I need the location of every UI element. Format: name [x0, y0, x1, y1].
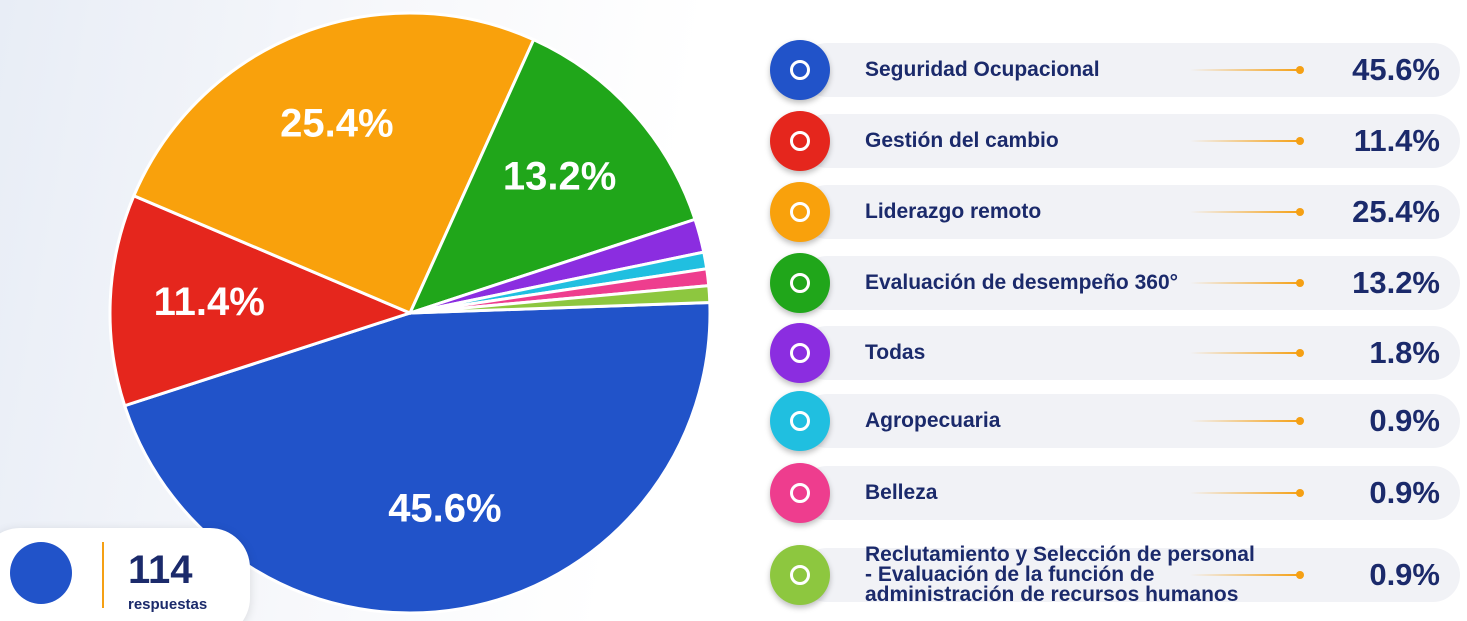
slice-label: 25.4%	[280, 101, 393, 145]
leader-line	[1190, 492, 1300, 494]
legend-label: Reclutamiento y Selección de personal - …	[865, 543, 1255, 606]
legend-icon	[770, 111, 830, 171]
leader-line	[1190, 69, 1300, 71]
legend-pill	[800, 43, 1460, 97]
leader-line	[1190, 352, 1300, 354]
legend-item: Todas 1.8%	[770, 322, 1460, 384]
total-label: respuestas	[128, 596, 208, 613]
legend-item: Reclutamiento y Selección de personal - …	[770, 544, 1460, 606]
leader-line	[1190, 282, 1300, 284]
legend-value: 13.2%	[1352, 265, 1440, 300]
legend-label: Agropecuaria	[865, 409, 1001, 432]
legend-icon	[770, 40, 830, 100]
legend-label: Liderazgo remoto	[865, 200, 1042, 223]
legend-value: 0.9%	[1369, 557, 1440, 592]
legend-pill	[800, 326, 1460, 380]
legend-label: Evaluación de desempeño 360°	[865, 271, 1179, 294]
legend-item: Gestión del cambio 11.4%	[770, 110, 1460, 172]
legend-item: Liderazgo remoto 25.4%	[770, 181, 1460, 243]
legend-item: Evaluación de desempeño 360° 13.2%	[770, 252, 1460, 314]
total-count: 114	[128, 548, 193, 592]
legend-label: Todas	[865, 341, 926, 364]
leader-line	[1190, 574, 1300, 576]
legend-item: Belleza 0.9%	[770, 462, 1460, 524]
pie-slice	[122, 300, 712, 615]
legend-pill	[800, 256, 1460, 310]
leader-line	[1190, 140, 1300, 142]
responses-badge: 114 respuestas	[0, 528, 250, 621]
legend-pill	[800, 114, 1460, 168]
leader-dot	[1296, 489, 1304, 497]
leader-dot	[1296, 137, 1304, 145]
legend-icon	[770, 545, 830, 605]
legend-icon	[770, 391, 830, 451]
legend-icon	[770, 253, 830, 313]
legend-value: 0.9%	[1369, 475, 1440, 510]
leader-dot	[1296, 417, 1304, 425]
legend-value: 45.6%	[1352, 52, 1440, 87]
legend-value: 11.4%	[1353, 123, 1440, 158]
legend-item: Seguridad Ocupacional 45.6%	[770, 39, 1460, 101]
users-icon	[10, 542, 72, 604]
legend-pill	[800, 185, 1460, 239]
leader-dot	[1296, 66, 1304, 74]
legend-value: 1.8%	[1369, 335, 1440, 370]
legend-label: Seguridad Ocupacional	[865, 58, 1100, 81]
legend-icon	[770, 182, 830, 242]
legend-value: 0.9%	[1369, 403, 1440, 438]
leader-dot	[1296, 349, 1304, 357]
legend-pill	[800, 394, 1460, 448]
pie-slice	[131, 11, 536, 315]
legend-pill	[800, 548, 1460, 602]
pie-slice	[108, 193, 415, 408]
pie-slice	[407, 37, 697, 316]
leader-dot	[1296, 571, 1304, 579]
legend-label: Belleza	[865, 481, 938, 504]
legend-item: Agropecuaria 0.9%	[770, 390, 1460, 452]
pie-slice	[409, 283, 712, 315]
slice-label: 11.4%	[154, 280, 265, 324]
legend-value: 25.4%	[1352, 194, 1440, 229]
legend-icon	[770, 463, 830, 523]
legend-pill	[800, 466, 1460, 520]
separator	[102, 542, 104, 608]
leader-dot	[1296, 279, 1304, 287]
slice-label: 45.6%	[388, 487, 501, 531]
legend-icon	[770, 323, 830, 383]
leader-line	[1190, 211, 1300, 213]
leader-dot	[1296, 208, 1304, 216]
legend-label: Gestión del cambio	[865, 129, 1059, 152]
leader-line	[1190, 420, 1300, 422]
slice-label: 13.2%	[503, 154, 616, 198]
